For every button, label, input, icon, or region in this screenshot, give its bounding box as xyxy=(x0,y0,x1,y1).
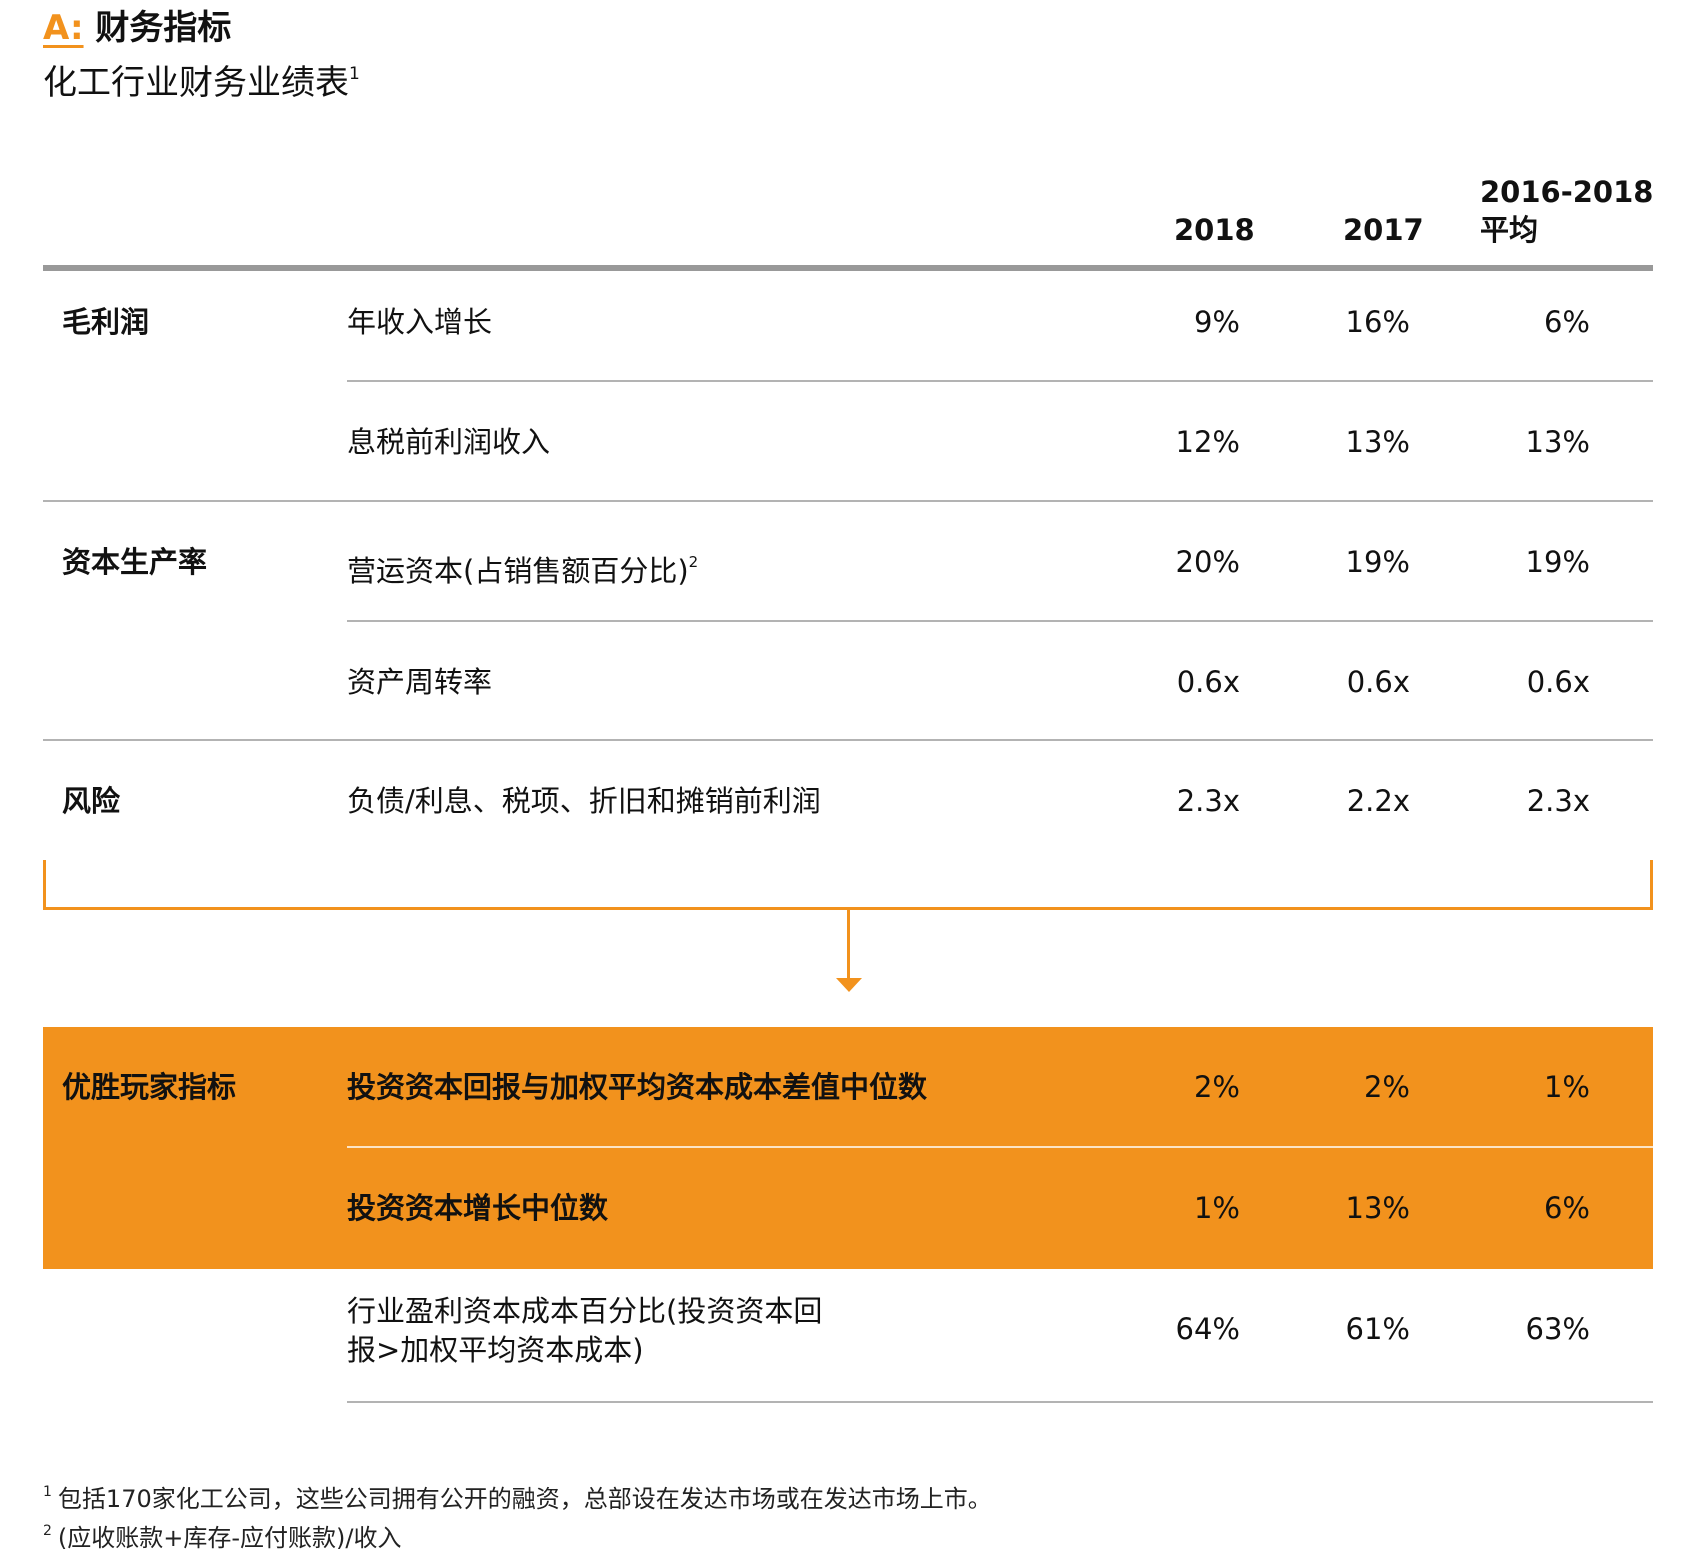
value-2018: 1% xyxy=(1193,1191,1240,1225)
value-2017: 0.6x xyxy=(1346,665,1410,699)
row-divider xyxy=(347,620,1653,622)
highlight-box xyxy=(43,1027,1653,1269)
row-label: 年收入增长 xyxy=(347,305,493,339)
section-letter: A: xyxy=(43,8,84,48)
arrow-down-icon xyxy=(836,978,862,992)
value-2017: 13% xyxy=(1345,425,1410,459)
footnote-text: 包括170家化工公司，这些公司拥有公开的融资，总部设在发达市场或在发达市场上市。 xyxy=(57,1485,992,1513)
row-divider xyxy=(347,380,1653,382)
footnote-2: 2 (应收账款+库存-应付账款)/收入 xyxy=(43,1515,402,1554)
value-2018: 64% xyxy=(1175,1312,1240,1346)
category-winner-metrics: 优胜玩家指标 xyxy=(62,1070,237,1104)
table-title: 化工行业财务业绩表1 xyxy=(43,52,360,105)
column-header-2018: 2018 xyxy=(1174,213,1255,247)
footnote-1: 1 包括170家化工公司，这些公司拥有公开的融资，总部设在发达市场或在发达市场上市… xyxy=(43,1476,992,1515)
value-avg: 6% xyxy=(1543,305,1590,339)
value-2017: 19% xyxy=(1345,545,1410,579)
value-2018: 2.3x xyxy=(1176,784,1240,818)
column-header-2017: 2017 xyxy=(1343,213,1424,247)
footnote-mark: 2 xyxy=(43,1523,52,1539)
value-2017: 61% xyxy=(1345,1312,1410,1346)
value-2018: 0.6x xyxy=(1176,665,1240,699)
category-gross-profit: 毛利润 xyxy=(62,305,150,339)
value-avg: 6% xyxy=(1543,1191,1590,1225)
column-header-avg-label: 平均 xyxy=(1480,213,1539,247)
row-label: 营运资本(占销售额百分比)2 xyxy=(347,543,698,590)
value-2017: 13% xyxy=(1345,1191,1410,1225)
row-label-text: 营运资本(占销售额百分比) xyxy=(347,554,689,588)
value-2017: 2.2x xyxy=(1346,784,1410,818)
value-2018: 9% xyxy=(1193,305,1240,339)
category-risk: 风险 xyxy=(62,784,121,818)
arrow-line xyxy=(847,910,850,980)
value-avg: 2.3x xyxy=(1526,784,1590,818)
header-divider xyxy=(43,265,1653,271)
group-divider xyxy=(43,500,1653,502)
value-2018: 12% xyxy=(1175,425,1240,459)
bracket-connector xyxy=(43,860,1653,910)
row-label: 投资资本回报与加权平均资本成本差值中位数 xyxy=(347,1070,928,1104)
value-avg: 19% xyxy=(1525,545,1590,579)
row-label-line1: 行业盈利资本成本百分比(投资资本回 xyxy=(347,1294,823,1328)
section-heading: A: 财务指标 xyxy=(43,6,231,50)
section-title: 财务指标 xyxy=(95,8,232,48)
value-2018: 20% xyxy=(1175,545,1240,579)
row-label-line2: 报>加权平均资本成本) xyxy=(347,1333,644,1367)
footnote-ref-2: 2 xyxy=(688,553,699,571)
row-label: 资产周转率 xyxy=(347,665,493,699)
footnote-mark: 1 xyxy=(43,1484,52,1500)
row-divider xyxy=(347,1146,1653,1148)
value-avg: 13% xyxy=(1525,425,1590,459)
value-2017: 2% xyxy=(1363,1070,1410,1104)
value-2018: 2% xyxy=(1193,1070,1240,1104)
row-divider xyxy=(347,1401,1653,1403)
value-avg: 0.6x xyxy=(1526,665,1590,699)
row-label: 投资资本增长中位数 xyxy=(347,1191,609,1225)
group-divider xyxy=(43,739,1653,741)
category-capital-productivity: 资本生产率 xyxy=(62,545,208,579)
value-avg: 63% xyxy=(1525,1312,1590,1346)
value-2017: 16% xyxy=(1345,305,1410,339)
footnote-text: (应收账款+库存-应付账款)/收入 xyxy=(57,1524,402,1552)
footnote-ref-1: 1 xyxy=(349,64,360,84)
table-title-text: 化工行业财务业绩表 xyxy=(43,63,349,103)
row-label: 息税前利润收入 xyxy=(347,425,551,459)
column-header-avg-years: 2016-2018 xyxy=(1480,175,1654,209)
value-avg: 1% xyxy=(1543,1070,1590,1104)
row-label: 负债/利息、税项、折旧和摊销前利润 xyxy=(347,784,821,818)
